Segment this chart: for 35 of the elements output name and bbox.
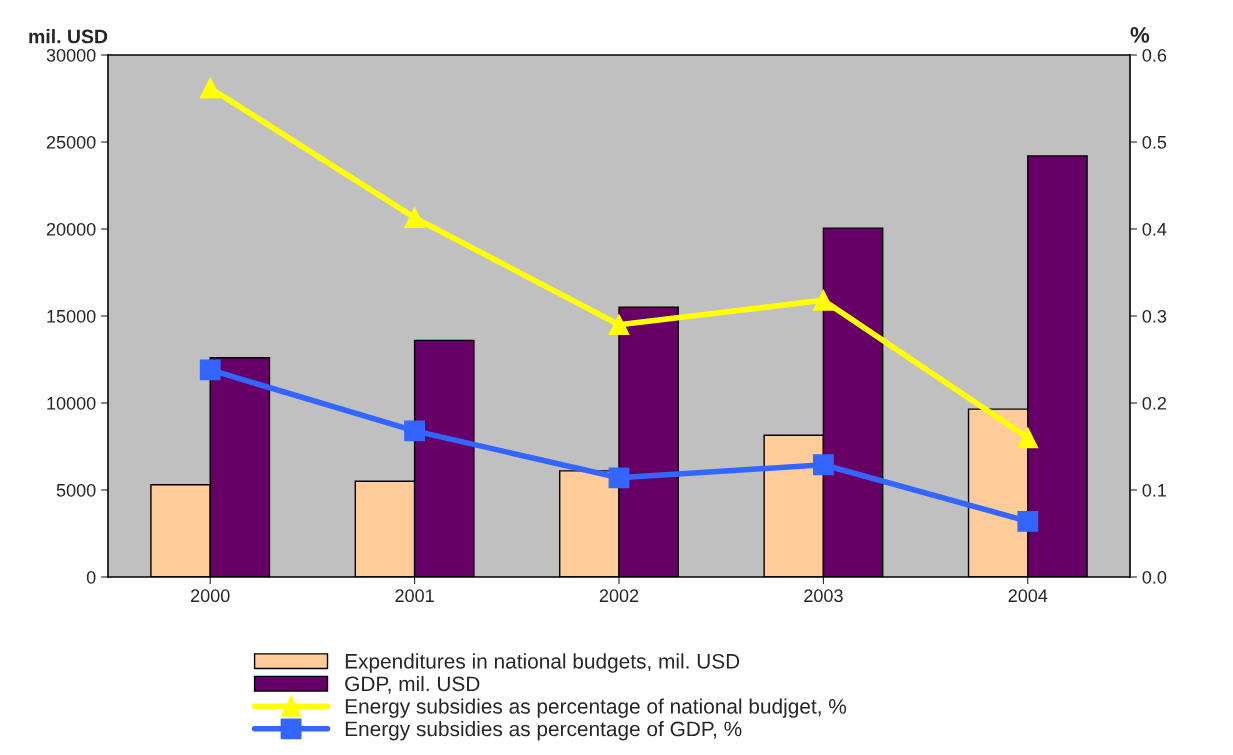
y2-tick-label: 0.1 <box>1142 483 1167 497</box>
legend-label: Energy subsidies as percentage of national budjget, % <box>345 698 847 718</box>
legend-label: Energy subsidies as percentage of GDP, % <box>345 721 742 741</box>
y-axis-title: mil. USD <box>29 29 108 44</box>
point <box>404 207 426 229</box>
point <box>199 359 221 381</box>
x-tick-label: 2002 <box>599 589 639 603</box>
legend-label: GDP, mil. USD <box>345 675 480 694</box>
x-tick-label: 2000 <box>191 589 230 603</box>
y-tick-label: 5000 <box>56 483 96 497</box>
y-tick-label: 20000 <box>46 222 96 236</box>
y2-tick-label: 0.6 <box>1142 48 1167 62</box>
point <box>812 454 834 476</box>
y-tick-label: 25000 <box>46 135 96 149</box>
x-tick-label: 2001 <box>395 589 434 603</box>
point <box>812 289 834 311</box>
point <box>608 467 630 489</box>
y-tick-label: 15000 <box>47 309 96 323</box>
x-tick-label: 2003 <box>804 589 843 603</box>
y-tick-label: 0 <box>86 570 96 584</box>
point <box>199 77 221 99</box>
point <box>404 420 426 442</box>
y2-tick-label: 0.5 <box>1142 135 1167 149</box>
y-tick-label: 30000 <box>46 48 96 62</box>
y2-tick-label: 0.3 <box>1142 309 1167 323</box>
point <box>1017 427 1039 449</box>
y-tick-label: 10000 <box>47 396 96 410</box>
x-tick-label: 2004 <box>1008 589 1048 603</box>
y2-tick-label: 0.2 <box>1142 396 1166 410</box>
point <box>1017 510 1039 532</box>
y2-tick-label: 0.4 <box>1142 222 1167 236</box>
point <box>608 314 630 336</box>
legend-label: Expenditures in national budgets, mil. USD <box>345 653 740 673</box>
y2-axis-title: % <box>1130 27 1150 43</box>
y2-tick-label: 0.0 <box>1142 570 1167 584</box>
